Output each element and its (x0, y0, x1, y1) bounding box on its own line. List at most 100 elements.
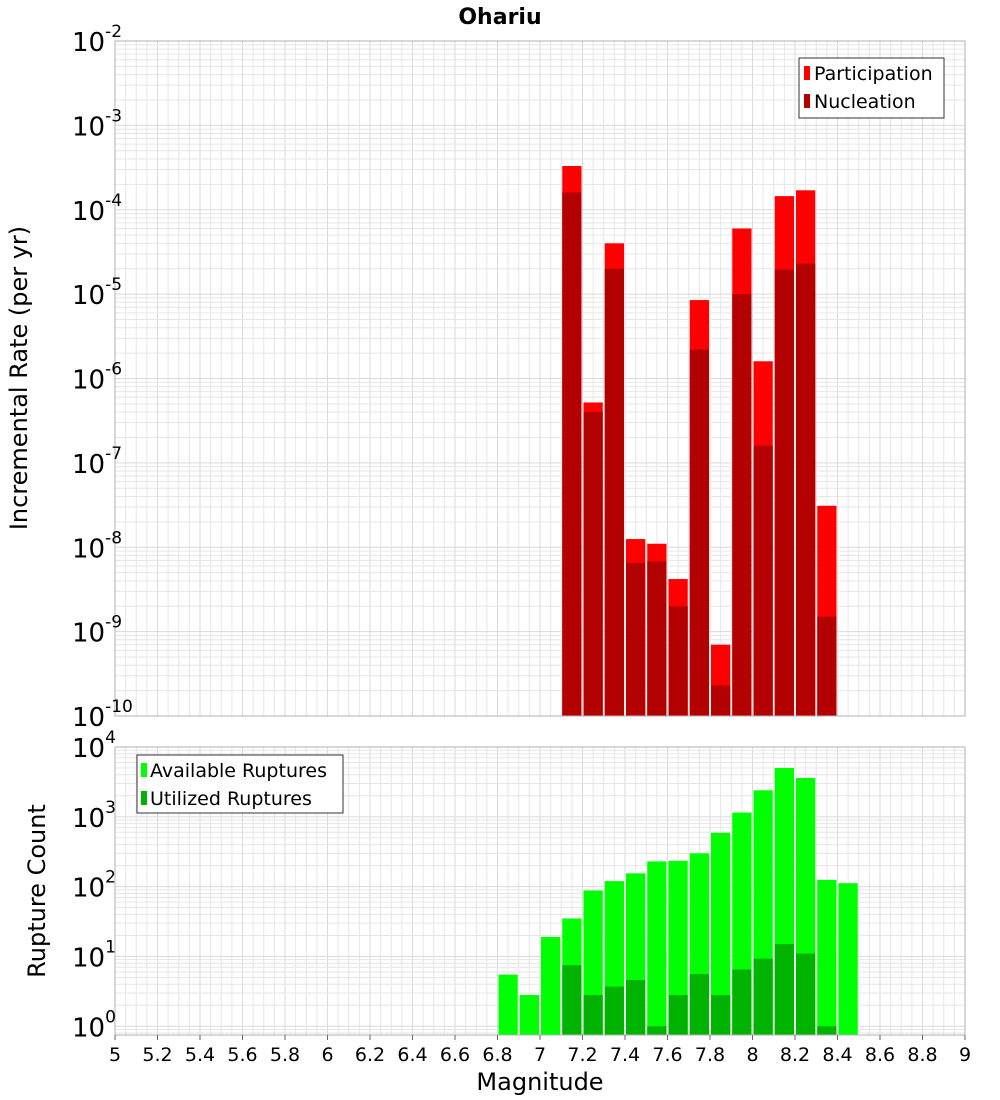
tick-exponent: -10 (105, 697, 133, 717)
tick-exponent: 0 (105, 1007, 116, 1027)
rate-bar-nucleation (689, 349, 709, 716)
x-tick-label: 8.8 (907, 1044, 937, 1066)
tick-base: 10 (72, 366, 105, 396)
rate-legend: Participation Nucleation (798, 57, 945, 119)
rate-y-tick-label: 10-8 (72, 528, 122, 564)
x-tick-label: 7.6 (652, 1044, 682, 1066)
rupture-bar-available-ruptures (817, 879, 837, 1035)
x-tick-label: 7.4 (610, 1044, 640, 1066)
rate-y-tick-label: 10-3 (72, 106, 122, 142)
tick-exponent: -8 (105, 528, 122, 548)
legend-swatch-nucleation (804, 94, 810, 108)
tick-exponent: -3 (105, 106, 122, 126)
x-tick-label: 8.6 (865, 1044, 895, 1066)
x-tick-label: 6.6 (440, 1044, 470, 1066)
legend-swatch-utilized (141, 791, 147, 805)
tick-base: 10 (72, 734, 105, 764)
rupture-bar-utilized-ruptures (604, 986, 624, 1035)
rate-y-tick-label: 10-2 (72, 22, 122, 58)
x-tick-label: 5 (109, 1044, 121, 1066)
tick-exponent: -6 (105, 360, 122, 380)
tick-base: 10 (72, 281, 105, 311)
magnitude-x-axis-label: Magnitude (476, 1068, 603, 1096)
rupture-bar-available-ruptures (541, 936, 561, 1035)
rupture-y-axis-label: Rupture Count (23, 804, 51, 978)
rupture-bar-utilized-ruptures (689, 974, 709, 1035)
rate-bar-nucleation (604, 268, 624, 716)
rupture-legend: Available Ruptures Utilized Ruptures (136, 754, 344, 814)
chart-title: Ohariu (458, 5, 541, 30)
tick-exponent: -4 (105, 191, 122, 211)
rate-bar-nucleation (711, 685, 731, 716)
rate-y-tick-label: 10-6 (72, 360, 122, 396)
tick-base: 10 (72, 1013, 105, 1043)
tick-base: 10 (72, 534, 105, 564)
rate-y-tick-label: 10-5 (72, 275, 122, 311)
tick-exponent: 3 (105, 798, 116, 818)
rupture-bar-available-ruptures (668, 860, 688, 1035)
rupture-bar-available-ruptures (711, 832, 731, 1035)
rupture-bar-utilized-ruptures (668, 995, 688, 1035)
tick-base: 10 (72, 619, 105, 649)
tick-base: 10 (72, 804, 105, 834)
tick-base: 10 (72, 112, 105, 142)
x-tick-label: 6.8 (482, 1044, 512, 1066)
x-tick-label: 8.4 (822, 1044, 852, 1066)
rupture-bar-utilized-ruptures (774, 944, 794, 1035)
rate-legend-box (798, 57, 945, 119)
rupture-bar-utilized-ruptures (562, 965, 582, 1035)
rate-bar-nucleation (817, 616, 837, 716)
x-tick-label: 6 (321, 1044, 333, 1066)
rate-bar-nucleation (774, 269, 794, 716)
x-tick-label: 8 (746, 1044, 758, 1066)
x-tick-label: 5.2 (142, 1044, 172, 1066)
rate-bar-nucleation (647, 561, 667, 716)
rupture-bar-utilized-ruptures (583, 995, 603, 1035)
x-tick-label: 8.2 (780, 1044, 810, 1066)
rupture-bar-available-ruptures (498, 974, 518, 1035)
rate-y-tick-label: 10-10 (72, 697, 133, 733)
x-tick-label: 7 (534, 1044, 546, 1066)
rate-y-tick-label: 10-4 (72, 191, 122, 227)
legend-label-participation: Participation (814, 63, 933, 85)
legend-swatch-available (141, 763, 147, 777)
rupture-bars (498, 768, 858, 1035)
tick-exponent: -9 (105, 613, 122, 633)
rate-y-tick-label: 10-9 (72, 613, 122, 649)
tick-exponent: -2 (105, 22, 122, 42)
rate-bar-nucleation (562, 192, 582, 717)
x-tick-label: 6.2 (355, 1044, 385, 1066)
rate-y-tick-label: 10-7 (72, 444, 122, 480)
tick-base: 10 (72, 943, 105, 973)
x-tick-label: 6.4 (397, 1044, 427, 1066)
rupture-y-tick-label: 102 (72, 868, 116, 904)
x-tick-label: 5.6 (227, 1044, 257, 1066)
rate-bar-nucleation (732, 294, 752, 716)
tick-exponent: 2 (105, 868, 116, 888)
x-tick-label: 7.8 (695, 1044, 725, 1066)
tick-exponent: -5 (105, 275, 122, 295)
tick-base: 10 (72, 197, 105, 227)
rupture-bar-utilized-ruptures (626, 980, 646, 1035)
tick-exponent: -7 (105, 444, 122, 464)
rupture-y-tick-label: 104 (72, 728, 116, 764)
rupture-y-tick-label: 101 (72, 937, 116, 973)
rupture-bar-utilized-ruptures (711, 995, 731, 1035)
rate-y-axis-label: Incremental Rate (per yr) (5, 226, 33, 530)
rupture-y-tick-label: 103 (72, 798, 116, 834)
legend-label-nucleation: Nucleation (814, 91, 916, 113)
rupture-bar-available-ruptures (838, 883, 858, 1035)
legend-label-available: Available Ruptures (150, 760, 327, 782)
rupture-y-tick-label: 100 (72, 1007, 116, 1043)
tick-base: 10 (72, 703, 105, 733)
legend-swatch-participation (804, 66, 810, 80)
magnitude-x-ticks: 5 5.2 5.4 5.6 5.8 6 6.2 6.4 6.6 6.8 7 7.2 7.4 7.6 7.8 8… (109, 1035, 971, 1066)
x-tick-label: 9 (959, 1044, 971, 1066)
rate-plot-frame (114, 40, 966, 717)
rupture-bar-utilized-ruptures (796, 953, 816, 1035)
